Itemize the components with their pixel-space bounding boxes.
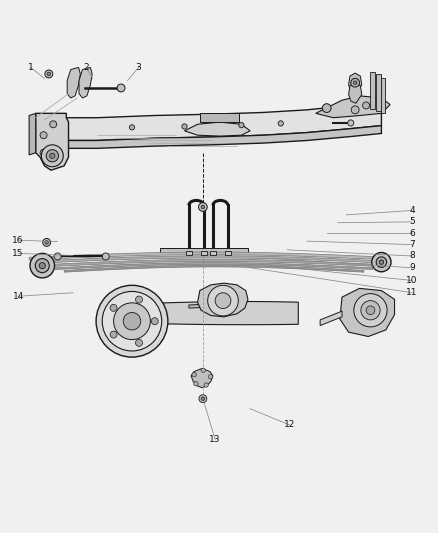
Circle shape bbox=[110, 304, 117, 311]
Text: 5: 5 bbox=[408, 217, 414, 227]
Circle shape bbox=[347, 120, 353, 126]
Circle shape bbox=[135, 340, 142, 346]
Polygon shape bbox=[348, 83, 361, 103]
Polygon shape bbox=[64, 265, 363, 272]
Circle shape bbox=[47, 72, 50, 76]
Circle shape bbox=[30, 253, 54, 278]
Circle shape bbox=[151, 318, 158, 325]
Circle shape bbox=[198, 203, 207, 212]
Text: 16: 16 bbox=[12, 236, 24, 245]
Text: 10: 10 bbox=[406, 276, 417, 285]
Polygon shape bbox=[29, 252, 389, 260]
Polygon shape bbox=[79, 67, 92, 98]
Circle shape bbox=[350, 78, 359, 87]
Polygon shape bbox=[188, 304, 219, 308]
Circle shape bbox=[39, 263, 45, 269]
Circle shape bbox=[350, 106, 358, 114]
Circle shape bbox=[201, 368, 205, 373]
Circle shape bbox=[353, 81, 356, 84]
Text: 9: 9 bbox=[408, 263, 414, 272]
Text: 12: 12 bbox=[283, 421, 294, 430]
Circle shape bbox=[135, 296, 142, 303]
Polygon shape bbox=[46, 259, 381, 266]
Circle shape bbox=[42, 238, 50, 246]
Circle shape bbox=[201, 397, 204, 400]
Text: 3: 3 bbox=[135, 63, 141, 72]
Text: 4: 4 bbox=[408, 206, 414, 215]
Text: 13: 13 bbox=[209, 435, 220, 444]
Circle shape bbox=[129, 125, 134, 130]
Circle shape bbox=[193, 382, 198, 386]
Circle shape bbox=[215, 293, 230, 309]
Circle shape bbox=[191, 373, 196, 377]
Circle shape bbox=[371, 253, 390, 272]
Text: 1: 1 bbox=[28, 63, 33, 72]
FancyBboxPatch shape bbox=[225, 251, 231, 255]
Polygon shape bbox=[339, 288, 394, 336]
Circle shape bbox=[208, 375, 212, 379]
Polygon shape bbox=[184, 122, 250, 136]
Polygon shape bbox=[55, 263, 372, 270]
Text: 14: 14 bbox=[12, 292, 24, 301]
Polygon shape bbox=[38, 256, 385, 263]
Polygon shape bbox=[29, 114, 35, 155]
Polygon shape bbox=[370, 72, 374, 109]
Circle shape bbox=[201, 205, 204, 209]
Polygon shape bbox=[199, 114, 239, 122]
Circle shape bbox=[181, 124, 187, 129]
Circle shape bbox=[41, 145, 63, 167]
Circle shape bbox=[46, 150, 58, 162]
Circle shape bbox=[353, 294, 386, 327]
Polygon shape bbox=[66, 126, 381, 148]
Polygon shape bbox=[67, 67, 80, 98]
Circle shape bbox=[207, 285, 238, 316]
FancyBboxPatch shape bbox=[186, 251, 192, 255]
Polygon shape bbox=[381, 78, 384, 114]
Text: 15: 15 bbox=[12, 249, 24, 258]
Text: 2: 2 bbox=[83, 63, 88, 72]
Circle shape bbox=[102, 253, 109, 260]
Circle shape bbox=[45, 241, 48, 244]
Circle shape bbox=[35, 259, 49, 272]
Circle shape bbox=[278, 121, 283, 126]
Polygon shape bbox=[319, 311, 341, 326]
Circle shape bbox=[360, 301, 379, 320]
Polygon shape bbox=[35, 114, 68, 170]
Circle shape bbox=[102, 292, 161, 351]
Circle shape bbox=[362, 102, 369, 109]
Text: 8: 8 bbox=[408, 252, 414, 261]
Circle shape bbox=[96, 285, 167, 357]
Polygon shape bbox=[375, 74, 380, 111]
Circle shape bbox=[110, 331, 117, 338]
Polygon shape bbox=[66, 102, 381, 141]
Circle shape bbox=[40, 149, 47, 156]
Circle shape bbox=[365, 306, 374, 314]
Circle shape bbox=[113, 303, 150, 340]
FancyBboxPatch shape bbox=[210, 251, 216, 255]
Polygon shape bbox=[197, 283, 247, 317]
Circle shape bbox=[321, 104, 330, 112]
Circle shape bbox=[238, 123, 244, 128]
Text: 11: 11 bbox=[406, 288, 417, 297]
Circle shape bbox=[49, 121, 57, 128]
Polygon shape bbox=[315, 96, 389, 118]
Text: 7: 7 bbox=[408, 240, 414, 249]
Circle shape bbox=[49, 158, 57, 165]
Circle shape bbox=[375, 257, 386, 268]
Circle shape bbox=[204, 383, 208, 387]
Circle shape bbox=[45, 70, 53, 78]
Circle shape bbox=[117, 84, 125, 92]
Polygon shape bbox=[108, 302, 297, 325]
Circle shape bbox=[123, 312, 141, 330]
Circle shape bbox=[198, 395, 206, 402]
Circle shape bbox=[54, 253, 61, 260]
Circle shape bbox=[40, 132, 47, 139]
FancyBboxPatch shape bbox=[201, 251, 207, 255]
Circle shape bbox=[49, 153, 55, 158]
Circle shape bbox=[378, 260, 383, 264]
Polygon shape bbox=[160, 248, 247, 253]
Polygon shape bbox=[348, 73, 361, 94]
Text: 6: 6 bbox=[408, 229, 414, 238]
Polygon shape bbox=[191, 368, 212, 387]
